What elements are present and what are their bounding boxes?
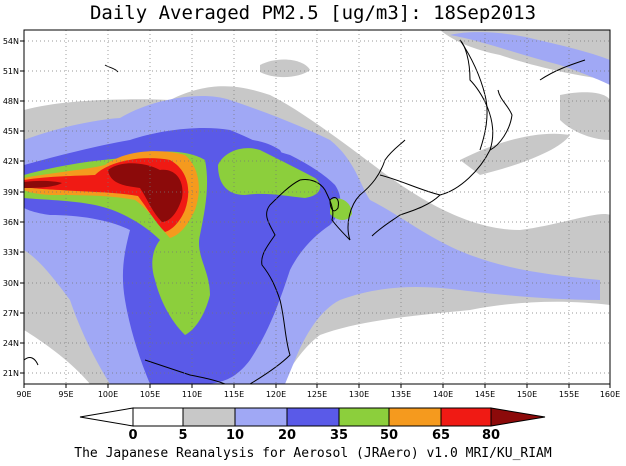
colorbar-label: 0 [128, 428, 137, 440]
field-level-80 [24, 180, 62, 188]
colorbar-cell [132, 407, 184, 427]
lon-label: 90E [16, 390, 31, 399]
lat-label: 51N [3, 67, 19, 76]
lon-label: 135E [391, 390, 411, 399]
colorbar-labels: 0 5 10 20 35 50 65 80 [128, 428, 500, 440]
lon-label: 130E [349, 390, 369, 399]
lon-label: 110E [182, 390, 202, 399]
lon-label: 125E [307, 390, 327, 399]
lat-label: 48N [3, 97, 19, 106]
lat-label: 45N [3, 127, 19, 136]
lon-label: 145E [475, 390, 495, 399]
map-title: Daily Averaged PM2.5 [ug/m3]: 18Sep2013 [89, 2, 537, 24]
colorbar-label: 10 [226, 428, 244, 440]
lat-label: 24N [3, 339, 19, 348]
lon-labels: 90E 95E 100E 105E 110E 115E 120E 125E 13… [16, 390, 620, 399]
colorbar-label: 65 [432, 428, 450, 440]
lon-label: 150E [517, 390, 537, 399]
footer-credit: The Japanese Reanalysis for Aerosol (JRA… [74, 446, 552, 461]
colorbar-cell [286, 407, 340, 427]
lat-label: 39N [3, 188, 19, 197]
lat-label: 36N [3, 218, 19, 227]
colorbar-label: 50 [380, 428, 398, 440]
lon-label: 105E [140, 390, 160, 399]
colorbar-cell [234, 407, 288, 427]
colorbar-cell [490, 407, 546, 427]
lon-label: 140E [433, 390, 453, 399]
lat-label: 21N [3, 369, 19, 378]
lat-label: 42N [3, 157, 19, 166]
colorbar-label: 80 [482, 428, 500, 440]
pm25-map: 90E 95E 100E 105E 110E 115E 120E 125E 13… [3, 29, 620, 440]
lat-label: 54N [3, 37, 19, 46]
colorbar-cell [388, 407, 442, 427]
concentration-field [24, 30, 610, 384]
lat-label: 30N [3, 279, 19, 288]
colorbar-cell [440, 407, 492, 427]
lon-label: 100E [98, 390, 118, 399]
lon-label: 115E [224, 390, 244, 399]
colorbar-cell [182, 407, 236, 427]
lat-label: 33N [3, 248, 19, 257]
colorbar-cell [79, 407, 134, 427]
colorbar-label: 5 [178, 428, 187, 440]
graticule [24, 30, 610, 384]
colorbar-cell [338, 407, 390, 427]
colorbar-label: 20 [278, 428, 296, 440]
lon-label: 155E [559, 390, 579, 399]
lon-label: 95E [58, 390, 73, 399]
lon-label: 120E [266, 390, 286, 399]
lat-labels: 21N 24N 27N 30N 33N 36N 39N 42N 45N 48N … [3, 37, 19, 378]
lat-label: 27N [3, 309, 19, 318]
lon-label: 160E [600, 390, 620, 399]
colorbar-label: 35 [330, 428, 348, 440]
colorbar [79, 407, 546, 427]
